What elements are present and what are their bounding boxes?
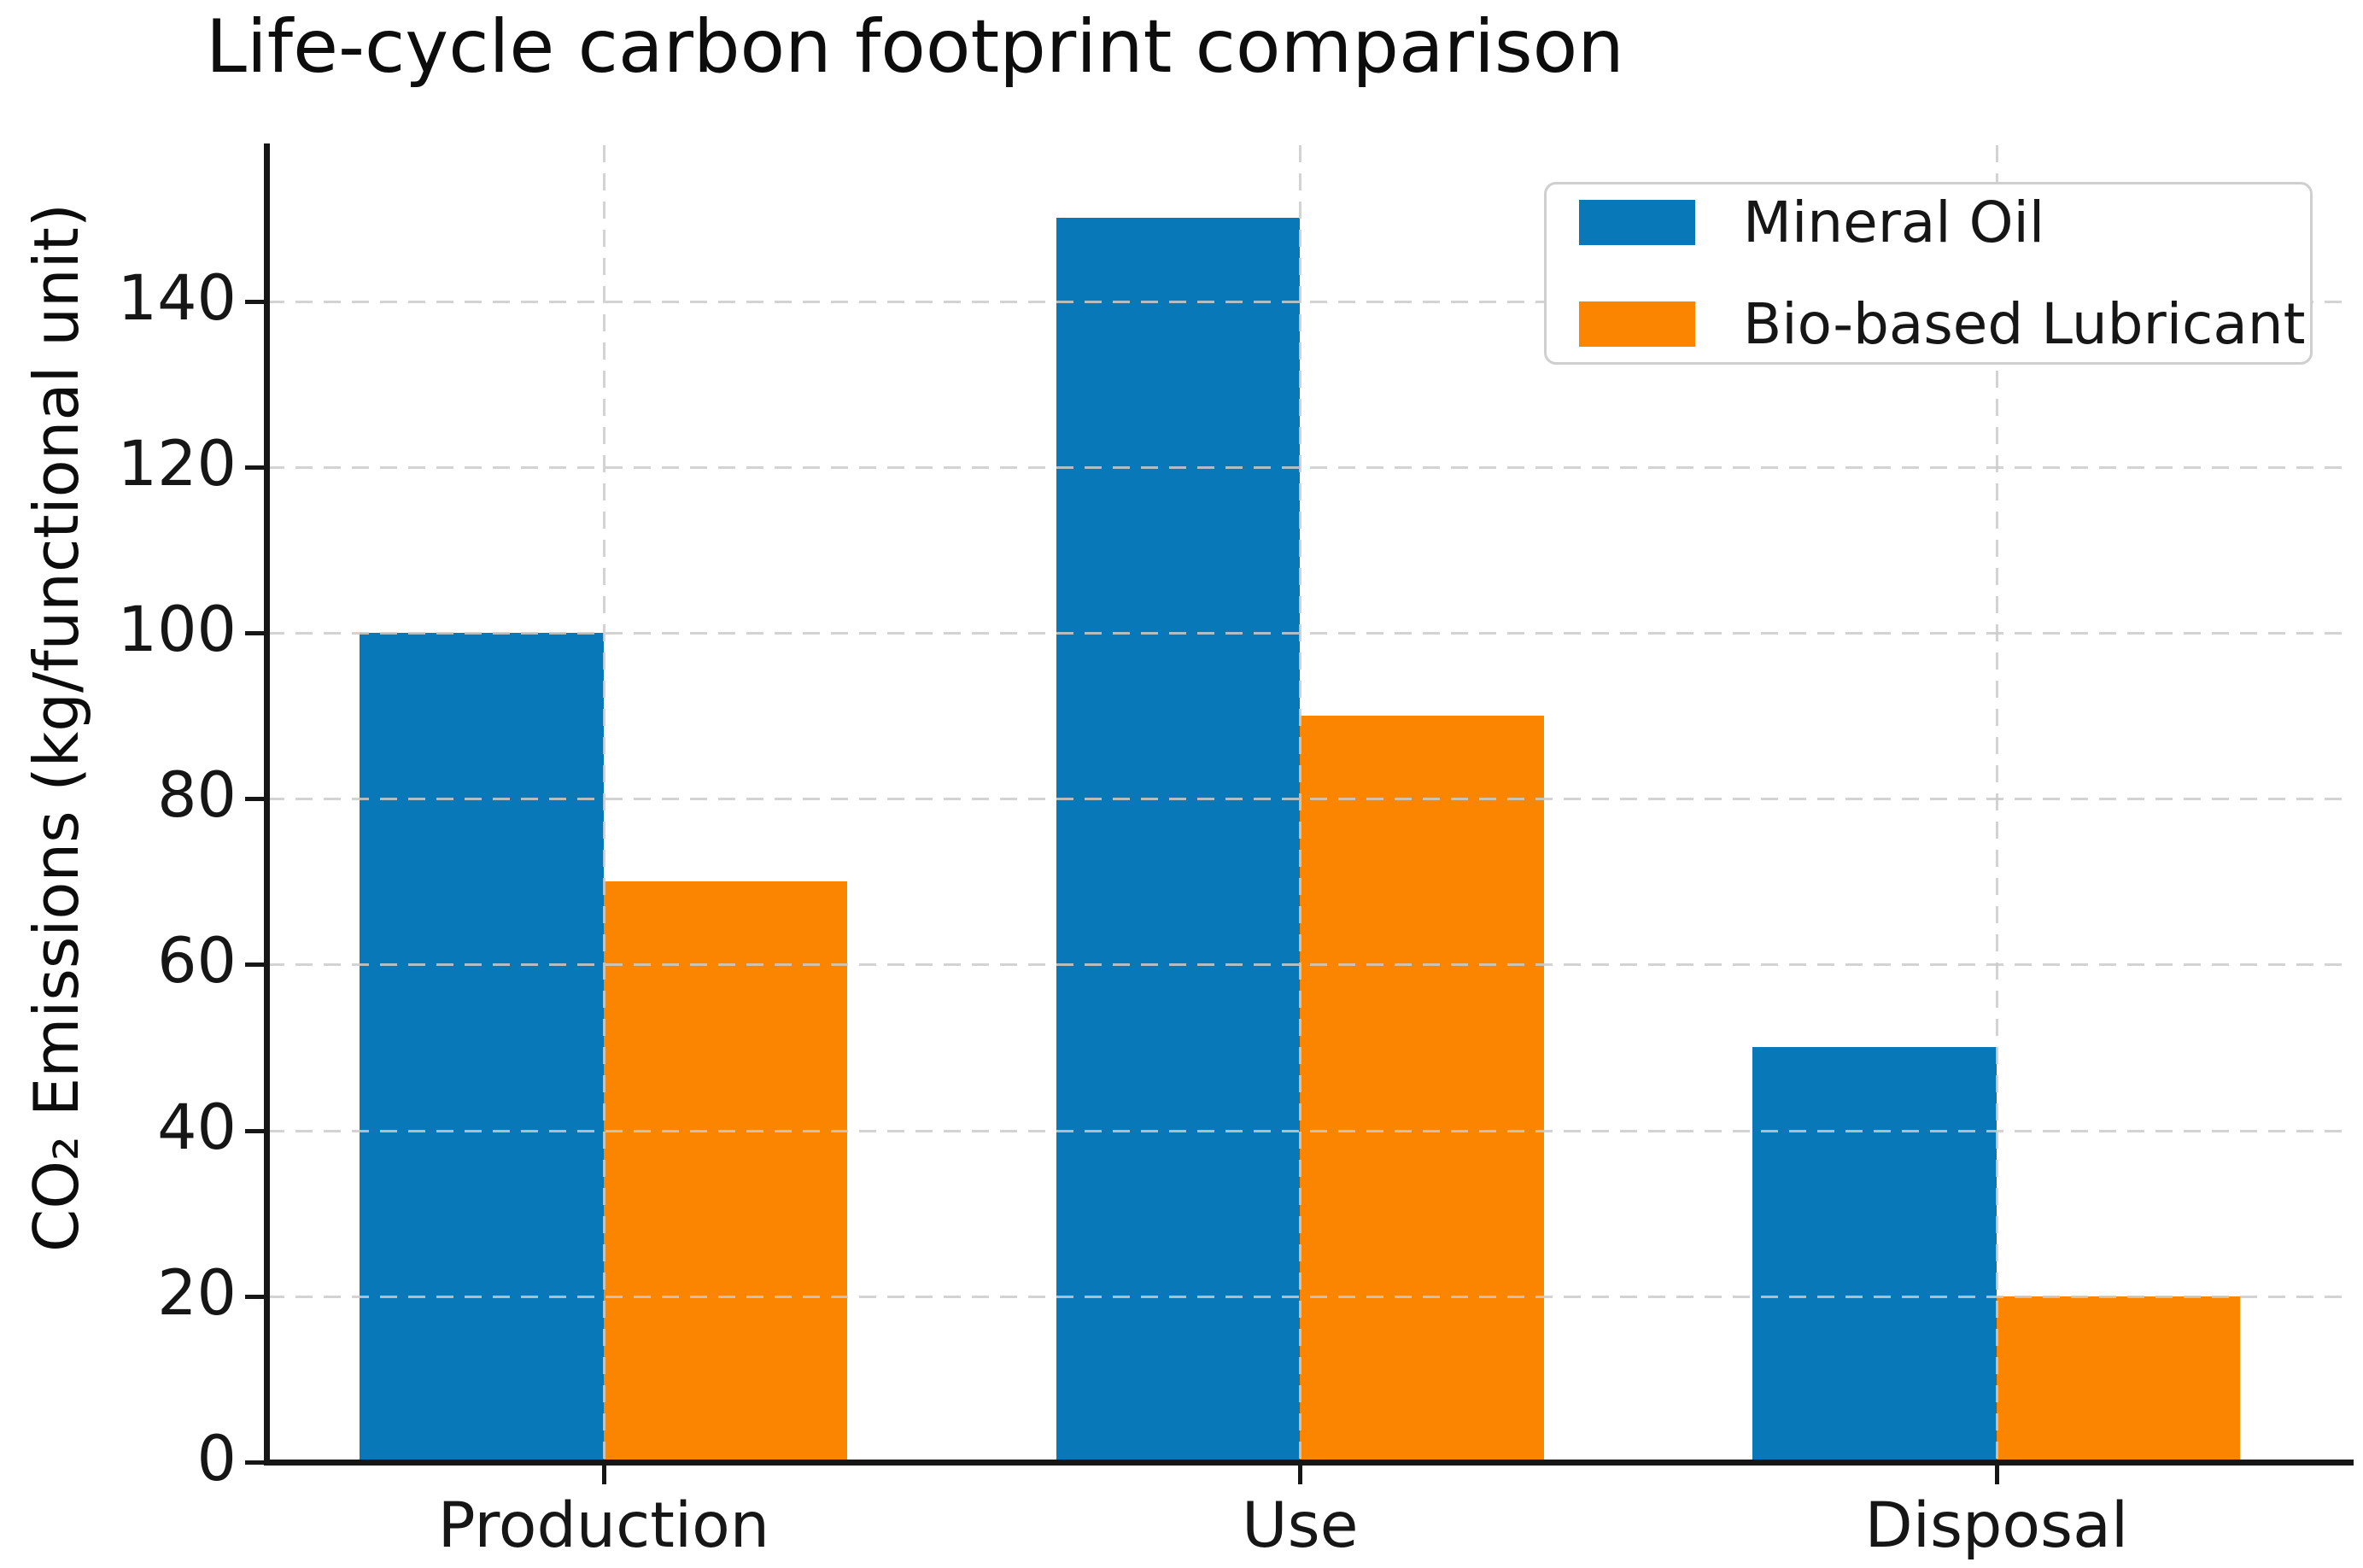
y-tick-0 bbox=[245, 1460, 265, 1465]
legend-item-mineral-oil: Mineral Oil bbox=[1579, 190, 2278, 255]
y-tick-100 bbox=[245, 630, 265, 635]
bar-mineral-oil-disposal bbox=[1752, 1047, 1997, 1462]
bar-bio-based-lubricant-production bbox=[603, 881, 848, 1462]
x-tick-label-use: Use bbox=[1242, 1489, 1359, 1562]
y-tick-20 bbox=[245, 1294, 265, 1299]
legend-swatch-mineral-oil bbox=[1579, 200, 1695, 245]
chart-title: Life-cycle carbon footprint comparison bbox=[206, 4, 1624, 90]
gridline-horizontal-60 bbox=[267, 963, 2347, 967]
y-tick-120 bbox=[245, 465, 265, 470]
x-tick-label-disposal: Disposal bbox=[1864, 1489, 2129, 1562]
legend-label-mineral-oil: Mineral Oil bbox=[1743, 190, 2045, 255]
bar-bio-based-lubricant-disposal bbox=[1996, 1296, 2241, 1462]
y-tick-140 bbox=[245, 299, 265, 304]
bar-mineral-oil-production bbox=[360, 632, 604, 1462]
legend-swatch-bio-based-lubricant bbox=[1579, 301, 1695, 347]
y-tick-60 bbox=[245, 962, 265, 968]
y-tick-label-100: 100 bbox=[117, 594, 237, 667]
gridline-horizontal-100 bbox=[267, 631, 2347, 635]
y-tick-label-140: 140 bbox=[117, 261, 237, 335]
y-tick-label-80: 80 bbox=[157, 759, 237, 833]
gridline-horizontal-140 bbox=[267, 300, 2347, 303]
legend-label-bio-based-lubricant: Bio-based Lubricant bbox=[1743, 291, 2306, 357]
legend: Mineral Oil Bio-based Lubricant bbox=[1544, 182, 2313, 365]
y-tick-label-40: 40 bbox=[157, 1091, 237, 1164]
gridline-horizontal-20 bbox=[267, 1295, 2347, 1298]
y-tick-80 bbox=[245, 797, 265, 802]
gridline-horizontal-40 bbox=[267, 1129, 2347, 1132]
x-tick-use bbox=[1298, 1466, 1303, 1484]
y-tick-40 bbox=[245, 1128, 265, 1133]
gridline-horizontal-80 bbox=[267, 798, 2347, 801]
x-tick-disposal bbox=[1994, 1466, 1999, 1484]
y-tick-label-120: 120 bbox=[117, 427, 237, 500]
x-axis-spine bbox=[264, 1460, 2354, 1466]
y-tick-label-0: 0 bbox=[196, 1423, 237, 1496]
y-tick-label-20: 20 bbox=[157, 1256, 237, 1330]
x-tick-production bbox=[601, 1466, 606, 1484]
y-axis-spine bbox=[264, 143, 270, 1466]
gridline-vertical-use bbox=[1299, 145, 1302, 1462]
x-tick-label-production: Production bbox=[437, 1489, 770, 1562]
bar-bio-based-lubricant-use bbox=[1300, 716, 1544, 1462]
bar-mineral-oil-use bbox=[1056, 218, 1301, 1462]
legend-item-bio-based-lubricant: Bio-based Lubricant bbox=[1579, 291, 2306, 357]
gridline-vertical-disposal bbox=[1995, 145, 1998, 1462]
y-tick-label-60: 60 bbox=[157, 925, 237, 998]
gridline-vertical-production bbox=[602, 145, 605, 1462]
gridline-horizontal-120 bbox=[267, 465, 2347, 469]
